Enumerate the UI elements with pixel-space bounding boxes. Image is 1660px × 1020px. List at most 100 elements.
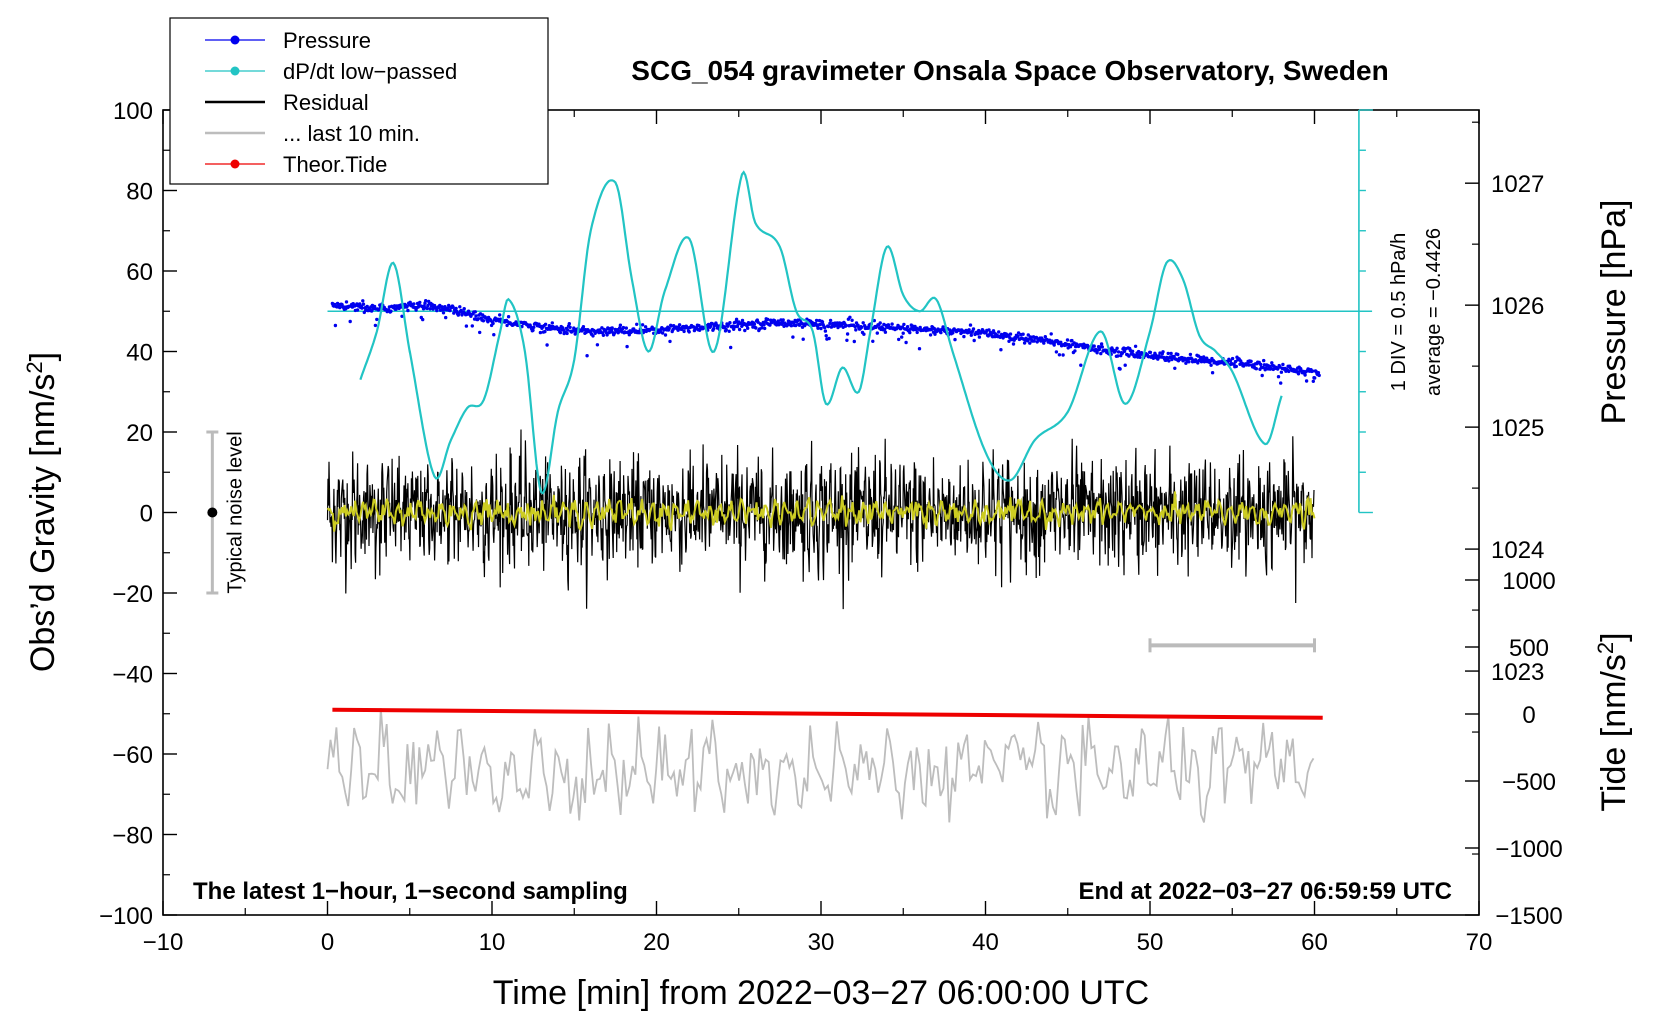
pressure-point [1317,373,1321,378]
pressure-point [464,324,469,328]
pressure-point [1043,335,1048,339]
pressure-point [621,325,626,330]
pressure-point [660,331,665,335]
pressure-point [1311,379,1316,383]
pressure-point [902,322,906,327]
pressure-point [740,318,745,323]
pressure-point [801,337,805,341]
pressure-point [905,325,910,329]
pressure-point [514,320,518,324]
pressure-point [862,332,866,336]
pressure-point [933,332,937,336]
pressure-point [1059,340,1063,344]
pressure-point [550,321,554,325]
pressure-point [348,319,352,324]
pressure-point [405,304,409,308]
pressure-point [951,331,955,335]
pressure-point [971,327,976,331]
pressure-point [1115,346,1119,350]
pressure-point [848,315,852,319]
pressure-point [478,330,482,335]
legend-label: ... last 10 min. [283,121,420,146]
pressure-point [421,307,426,311]
pressure-point [827,336,831,341]
pressure-point [1022,341,1027,345]
pressure-point [904,340,908,345]
legend-label: dP/dt low−passed [283,59,457,84]
x-tick-label: −10 [143,929,184,956]
pressure-point [667,326,671,331]
x-tick-label: 60 [1301,929,1328,956]
legend: Pressure dP/dt low−passed Residual ... last… [169,17,549,185]
pressure-point [871,339,875,343]
y-tick-label: −60 [112,742,153,769]
pressure-point [1247,363,1251,367]
x-tick-label: 20 [643,929,670,956]
pressure-point [823,329,828,333]
pressure-point [710,321,714,326]
pressure-point [743,328,747,333]
legend-label: Pressure [283,28,371,53]
pressure-point [1303,373,1307,377]
last-10min-bar [1148,638,1316,653]
note-end-time: End at 2022−03−27 06:59:59 UTC [1078,878,1452,905]
pressure-point [781,318,785,322]
pressure-point [1161,350,1165,354]
pressure-point [373,323,378,328]
pressure-point [987,328,991,332]
pressure-point [333,323,338,328]
pressure-point [1116,354,1120,358]
pressure-point [677,323,682,327]
tide-tick-label: 500 [1509,635,1549,662]
pressure-point [826,324,831,329]
pressure-point [1173,366,1177,370]
y-axis-title-main: Obs’d Gravity [nm/s [24,374,62,673]
pressure-point [1133,344,1138,348]
pressure-point [1070,338,1074,343]
pressure-point [1099,351,1103,356]
pressure-point [498,313,502,317]
pressure-tick-label: 1027 [1491,171,1544,198]
tide-tick-label: 0 [1522,702,1535,729]
pressure-point [1016,334,1020,338]
pressure-point [697,323,701,328]
pressure-point [1099,342,1104,346]
pressure-point [424,299,428,303]
tide-tick-label: 1000 [1502,568,1555,595]
series-last-10-min [326,708,1315,823]
pressure-point [1021,332,1025,336]
pressure-point [1261,365,1265,370]
pressure-point [558,330,563,335]
pressure-point [752,322,757,326]
pressure-point [1279,370,1284,374]
tide-axis-ticks: −1500 −1000 −500 0 500 1000 [1465,568,1563,930]
pressure-point [941,325,945,329]
pressure-point [772,318,777,323]
pressure-point [492,333,496,337]
pressure-point [1061,353,1065,357]
pressure-point [470,324,474,328]
pressure-point [1279,381,1283,385]
pressure-point [1296,372,1301,376]
pressure-point [565,331,569,336]
pressure-point [601,333,606,337]
y-axis-ticks: −100 −80 −60 −40 −20 0 20 40 60 80 100 [99,98,177,930]
pressure-point [968,323,973,327]
pressure-point [422,304,426,308]
y-tick-label: −100 [99,903,153,930]
pressure-point [375,317,379,322]
legend-marker [230,159,240,169]
pressure-point [860,325,864,329]
pressure-point [1276,367,1280,371]
pressure-point [605,333,609,337]
pressure-point [481,319,486,323]
pressure-point [1118,367,1122,371]
pressure-point [418,300,422,305]
pressure-point [421,317,425,322]
pressure-point [850,318,854,322]
pressure-point [908,330,912,335]
pressure-point [581,325,586,329]
pressure-point [1100,345,1105,349]
pressure-tick-label: 1024 [1491,537,1544,564]
pressure-point [1120,351,1125,355]
